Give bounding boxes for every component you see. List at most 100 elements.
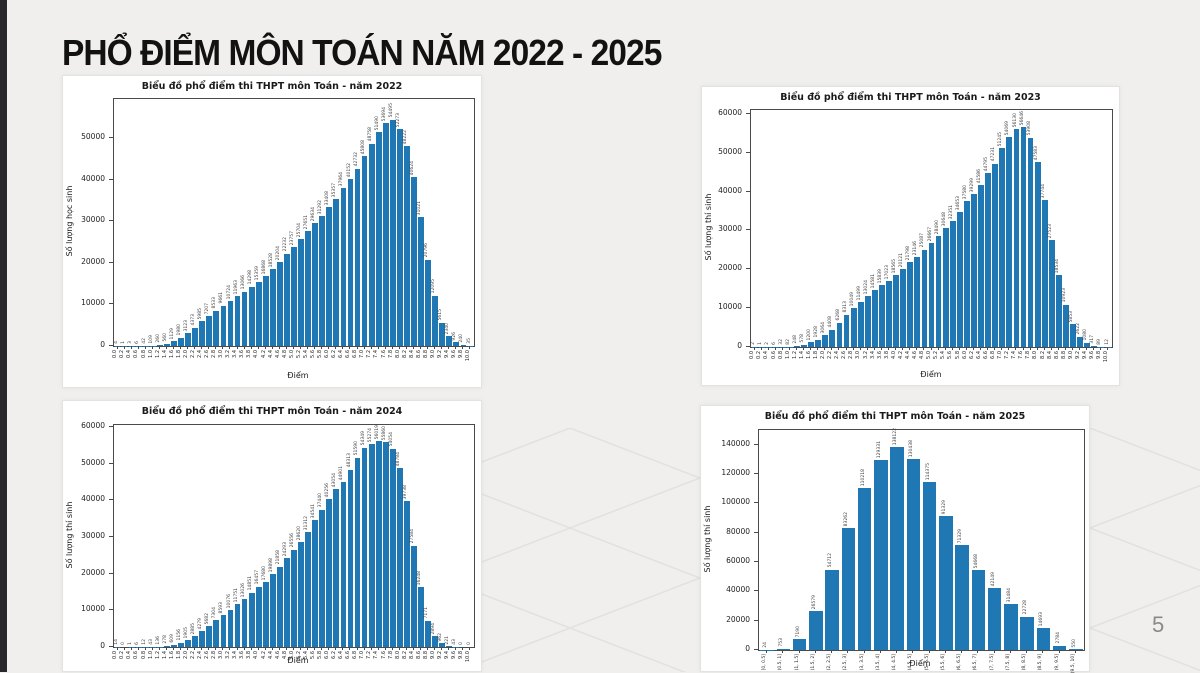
histogram-bar xyxy=(185,640,191,647)
x-tick-label: (0.5, 1] xyxy=(778,654,784,671)
bar-value-label: 40624 xyxy=(410,161,416,176)
tick-mark xyxy=(264,346,266,349)
tick-mark xyxy=(278,647,280,650)
x-tick-label: 5.8 xyxy=(316,350,323,358)
histogram-bar xyxy=(234,296,241,346)
histogram-bar xyxy=(255,586,262,647)
x-tick-label: 1.4 xyxy=(798,351,805,359)
histogram-bar xyxy=(142,345,149,346)
bar-value-label: 33408 xyxy=(325,191,331,206)
histogram-bar xyxy=(375,441,382,647)
bar-value-label: 44901 xyxy=(339,465,345,481)
histogram-bar xyxy=(284,253,290,346)
x-tick-label: 4.2 xyxy=(260,651,267,659)
bar-value-label: 40256 xyxy=(325,482,331,498)
x-tick-label: 5.0 xyxy=(926,351,933,359)
tick-mark xyxy=(370,647,372,650)
tick-mark xyxy=(879,650,881,653)
histogram-bar xyxy=(1077,336,1084,347)
tick-mark xyxy=(236,346,238,349)
histogram-bar xyxy=(928,243,935,347)
bar-value-label: 10076 xyxy=(226,593,232,609)
x-tick-label: (7, 7.5] xyxy=(989,654,995,671)
x-tick-label: 9.4 xyxy=(444,350,451,358)
x-tick-label: 0.0 xyxy=(749,351,756,359)
bar-value-label: 37580 xyxy=(962,184,968,199)
tick-mark xyxy=(335,346,337,349)
histogram-bar xyxy=(1013,128,1020,347)
bar-value-label: 40152 xyxy=(346,163,352,178)
x-tick-label: 2.4 xyxy=(196,350,203,358)
plot-area: 4 1 3 6 42 109 260 560 1129 1980 3123 4373 5985 7207 8… xyxy=(113,98,475,347)
bar-value-label: 56019 xyxy=(374,425,380,440)
x-tick-label: 4.6 xyxy=(274,651,281,659)
tick-mark xyxy=(1100,347,1102,350)
tick-mark xyxy=(782,650,784,653)
tick-mark xyxy=(746,229,750,231)
bar-value-label: 21798 xyxy=(906,245,912,261)
tick-mark xyxy=(137,647,139,650)
x-tick-label: 1.2 xyxy=(154,350,161,358)
tick-mark xyxy=(746,151,750,153)
histogram-bar xyxy=(425,620,431,647)
x-tick-label: 5.4 xyxy=(302,651,309,659)
x-tick-label: 2.0 xyxy=(182,350,189,358)
tick-mark xyxy=(194,647,196,650)
tick-mark xyxy=(405,346,407,349)
tick-mark xyxy=(307,346,309,349)
histogram-bar xyxy=(999,147,1006,347)
histogram-bar xyxy=(864,296,871,347)
bar-value-label: 37440 xyxy=(318,493,324,508)
histogram-bar xyxy=(319,216,326,346)
histogram-bar xyxy=(206,626,213,647)
x-tick-label: 7.4 xyxy=(373,651,380,659)
bar-value-label: 39299 xyxy=(970,178,976,193)
histogram-bar xyxy=(291,247,297,346)
histogram-bar xyxy=(886,280,892,347)
tick-mark xyxy=(814,650,816,653)
tick-mark xyxy=(1086,347,1088,350)
plot-area: 2 1 2 6 32 82 248 578 1200 1928 3064 4408 6268 8313 10… xyxy=(750,109,1113,348)
bar-value-label: 25704 xyxy=(297,222,303,238)
x-tick-label: 0.0 xyxy=(112,350,119,358)
tick-mark xyxy=(441,346,443,349)
chart-title: Biểu đồ phổ điểm thi THPT môn Toán - năm… xyxy=(780,92,1041,103)
tick-mark xyxy=(413,346,414,349)
x-tick-label: 0.2 xyxy=(119,350,126,358)
histogram-bar xyxy=(361,447,368,647)
histogram-bar xyxy=(234,603,241,647)
tick-mark xyxy=(173,647,174,650)
histogram-bar xyxy=(955,545,969,650)
bar-value-label: 16868 xyxy=(261,259,267,274)
histogram-bar xyxy=(1098,346,1105,347)
bar-value-label: 48784 xyxy=(395,451,401,466)
histogram-bar xyxy=(987,588,1002,650)
x-tick-label: 1.2 xyxy=(154,651,161,659)
bar-value-label: 22728 xyxy=(1023,600,1029,615)
tick-mark xyxy=(873,347,875,350)
histogram-bar xyxy=(354,457,361,647)
bar-value-label: 4279 xyxy=(198,617,204,630)
x-tick-label: 0.6 xyxy=(133,651,140,659)
bar-value-label: 82 xyxy=(786,338,791,345)
bar-value-label: 22232 xyxy=(283,237,289,252)
tick-mark xyxy=(187,647,189,650)
histogram-bar xyxy=(178,337,184,346)
x-tick-label: 0.4 xyxy=(126,651,133,659)
bar-value-label: 753 xyxy=(779,638,785,647)
bar-value-label: 29634 xyxy=(311,206,317,221)
histogram-bar xyxy=(220,305,227,346)
bar-value-label: 16248 xyxy=(417,571,423,586)
histogram-bar xyxy=(857,302,864,347)
bar-value-label: 240 xyxy=(459,334,465,344)
x-tick-label: 0.8 xyxy=(777,351,784,359)
tick-mark xyxy=(109,572,113,574)
tick-mark xyxy=(236,647,238,650)
bar-value-label: 609 xyxy=(170,634,176,643)
tick-mark xyxy=(754,590,758,592)
x-tick-label: 2.2 xyxy=(827,351,834,359)
x-tick-label: 7.8 xyxy=(387,350,394,358)
histogram-bar xyxy=(382,123,389,346)
tick-mark xyxy=(151,647,153,650)
x-tick-label: 2.8 xyxy=(211,651,218,659)
